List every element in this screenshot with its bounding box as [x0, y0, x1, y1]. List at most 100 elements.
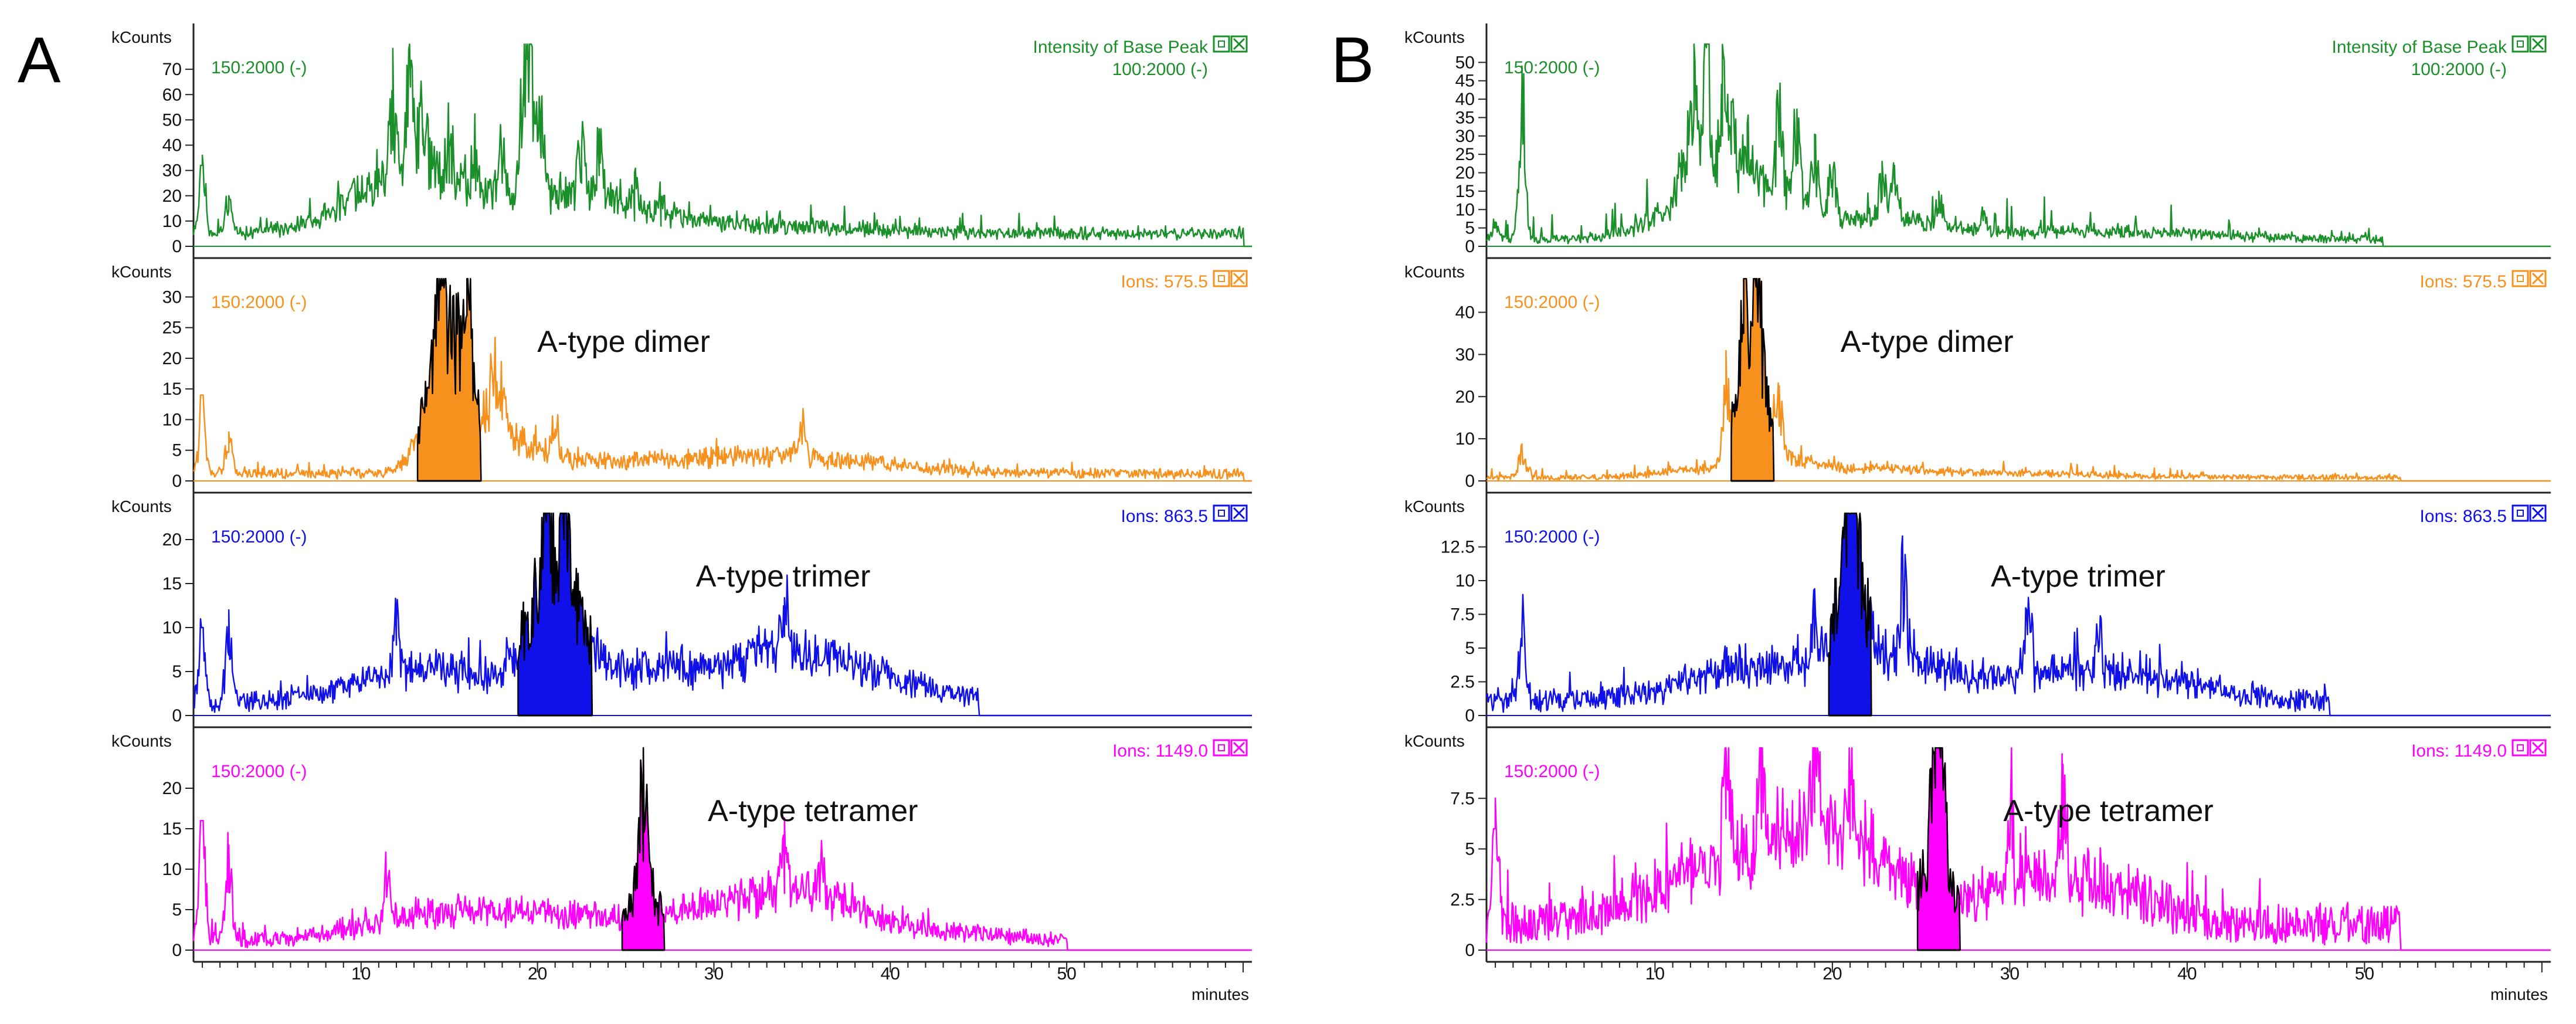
y-tick-label: 12.5	[1441, 538, 1475, 557]
y-tick-label: 0	[1465, 706, 1475, 725]
trace-title: Ions: 863.5	[2420, 507, 2507, 526]
y-tick-label: 30	[1455, 127, 1475, 146]
y-tick-label: 5	[1465, 219, 1475, 238]
close-window-cross	[1233, 272, 1245, 285]
y-tick-label: 40	[1455, 90, 1475, 109]
trace-line	[1485, 513, 2551, 717]
x-tick-label: 50	[2355, 964, 2374, 984]
close-window-icon[interactable]	[2529, 35, 2547, 53]
trace-line	[1486, 278, 2551, 482]
trace-line	[193, 278, 1252, 482]
restore-window-inner	[1218, 40, 1225, 48]
integrated-peak-fill	[1916, 747, 1961, 951]
close-window-cross	[2531, 272, 2544, 285]
y-tick-label: 45	[1455, 72, 1475, 91]
y-tick-label: 7.5	[1450, 605, 1475, 625]
y-tick-label: 0	[172, 237, 182, 256]
y-tick-label: 20	[162, 779, 182, 798]
y-tick-label: 5	[1465, 639, 1475, 658]
scan-range-label: 150:2000 (-)	[1504, 58, 1600, 77]
restore-window-inner	[2517, 510, 2524, 517]
restore-window-icon[interactable]	[2511, 739, 2529, 757]
restore-window-icon[interactable]	[2511, 504, 2529, 522]
integrated-peak-fill	[416, 278, 482, 482]
y-tick-label: 50	[162, 110, 182, 130]
trace-title: Ions: 575.5	[1121, 272, 1208, 291]
trace-title: Intensity of Base Peak	[2331, 38, 2507, 57]
restore-window-inner	[1218, 275, 1225, 282]
trace-filter-label: 100:2000 (-)	[2411, 60, 2507, 79]
y-tick-label: 20	[162, 187, 182, 206]
y-tick-label: 60	[162, 85, 182, 104]
close-window-icon[interactable]	[1230, 35, 1248, 53]
y-tick-label: 2.5	[1450, 673, 1475, 692]
trace-title: Ions: 575.5	[2420, 272, 2507, 291]
close-window-icon[interactable]	[2529, 270, 2547, 287]
panel-letter: B	[1331, 24, 1374, 96]
close-window-icon[interactable]	[2529, 504, 2547, 522]
close-window-cross	[1233, 38, 1245, 50]
trace-line	[192, 43, 1252, 247]
y-tick-label: 10	[1455, 571, 1475, 591]
y-tick-label: 70	[162, 60, 182, 79]
y-tick-label: 10	[162, 212, 182, 231]
scan-range-label: 150:2000 (-)	[1504, 762, 1600, 781]
trace-title: Ions: 1149.0	[2411, 741, 2507, 761]
scan-range-label: 150:2000 (-)	[211, 58, 307, 77]
close-window-cross	[1233, 741, 1245, 754]
y-tick-label: 0	[1465, 472, 1475, 491]
y-tick-label: 15	[162, 819, 182, 839]
close-window-icon[interactable]	[2529, 739, 2547, 757]
x-tick-label: 40	[2177, 964, 2197, 984]
trace-ions-1149-0: 0 2.5 5 7.5 kCounts 150:2000 (-) Ions: 1149.0 A…	[1404, 727, 2551, 963]
restore-window-icon[interactable]	[2511, 270, 2529, 287]
trace-line	[1485, 747, 2551, 951]
close-window-cross	[2531, 741, 2544, 754]
y-tick-label: 10	[1455, 200, 1475, 219]
y-tick-label: 40	[162, 136, 182, 155]
y-unit-label: kCounts	[1404, 263, 1465, 281]
x-tick-label: 10	[1645, 964, 1665, 984]
compound-label: A-type trimer	[1991, 560, 2166, 594]
compound-label: A-type trimer	[696, 560, 871, 594]
y-tick-label: 0	[1465, 237, 1475, 256]
trace-title: Intensity of Base Peak	[1033, 38, 1209, 57]
trace-line	[192, 747, 1252, 951]
close-window-cross	[1233, 507, 1245, 520]
trace-filter-label: 100:2000 (-)	[1112, 60, 1208, 79]
close-window-icon[interactable]	[1230, 504, 1248, 522]
y-unit-label: kCounts	[1404, 28, 1465, 46]
y-tick-label: 20	[162, 530, 182, 550]
compound-label: A-type tetramer	[708, 794, 918, 828]
y-tick-label: 5	[1465, 840, 1475, 859]
y-tick-label: 20	[162, 349, 182, 368]
x-tick-label: 30	[2000, 964, 2020, 984]
x-tick-label: 20	[528, 964, 547, 984]
restore-window-inner	[2517, 40, 2524, 48]
restore-window-icon[interactable]	[1213, 270, 1230, 287]
x-tick-label: 30	[704, 964, 724, 984]
restore-window-icon[interactable]	[1213, 35, 1230, 53]
trace-line	[1485, 43, 2551, 247]
trace-ions-1149-0: 0 5 10 15 20 kCounts 150:2000 (-) Ions: 1149.0 A…	[111, 727, 1252, 963]
scan-range-label: 150:2000 (-)	[211, 293, 307, 312]
scan-range-label: 150:2000 (-)	[211, 527, 307, 547]
y-tick-label: 15	[1455, 182, 1475, 201]
restore-window-inner	[2517, 275, 2524, 282]
compound-label: A-type tetramer	[2003, 794, 2213, 828]
close-window-icon[interactable]	[1230, 270, 1248, 287]
restore-window-inner	[2517, 744, 2524, 751]
x-tick-label: 40	[881, 964, 900, 984]
restore-window-icon[interactable]	[1213, 739, 1230, 757]
y-tick-label: 5	[172, 662, 182, 681]
close-window-icon[interactable]	[1230, 739, 1248, 757]
y-tick-label: 30	[1455, 345, 1475, 364]
restore-window-icon[interactable]	[2511, 35, 2529, 53]
restore-window-icon[interactable]	[1213, 504, 1230, 522]
close-window-cross	[2531, 507, 2544, 520]
integrated-peak-fill	[517, 513, 593, 717]
trace-title: Ions: 1149.0	[1112, 741, 1208, 761]
restore-window-inner	[1218, 744, 1225, 751]
